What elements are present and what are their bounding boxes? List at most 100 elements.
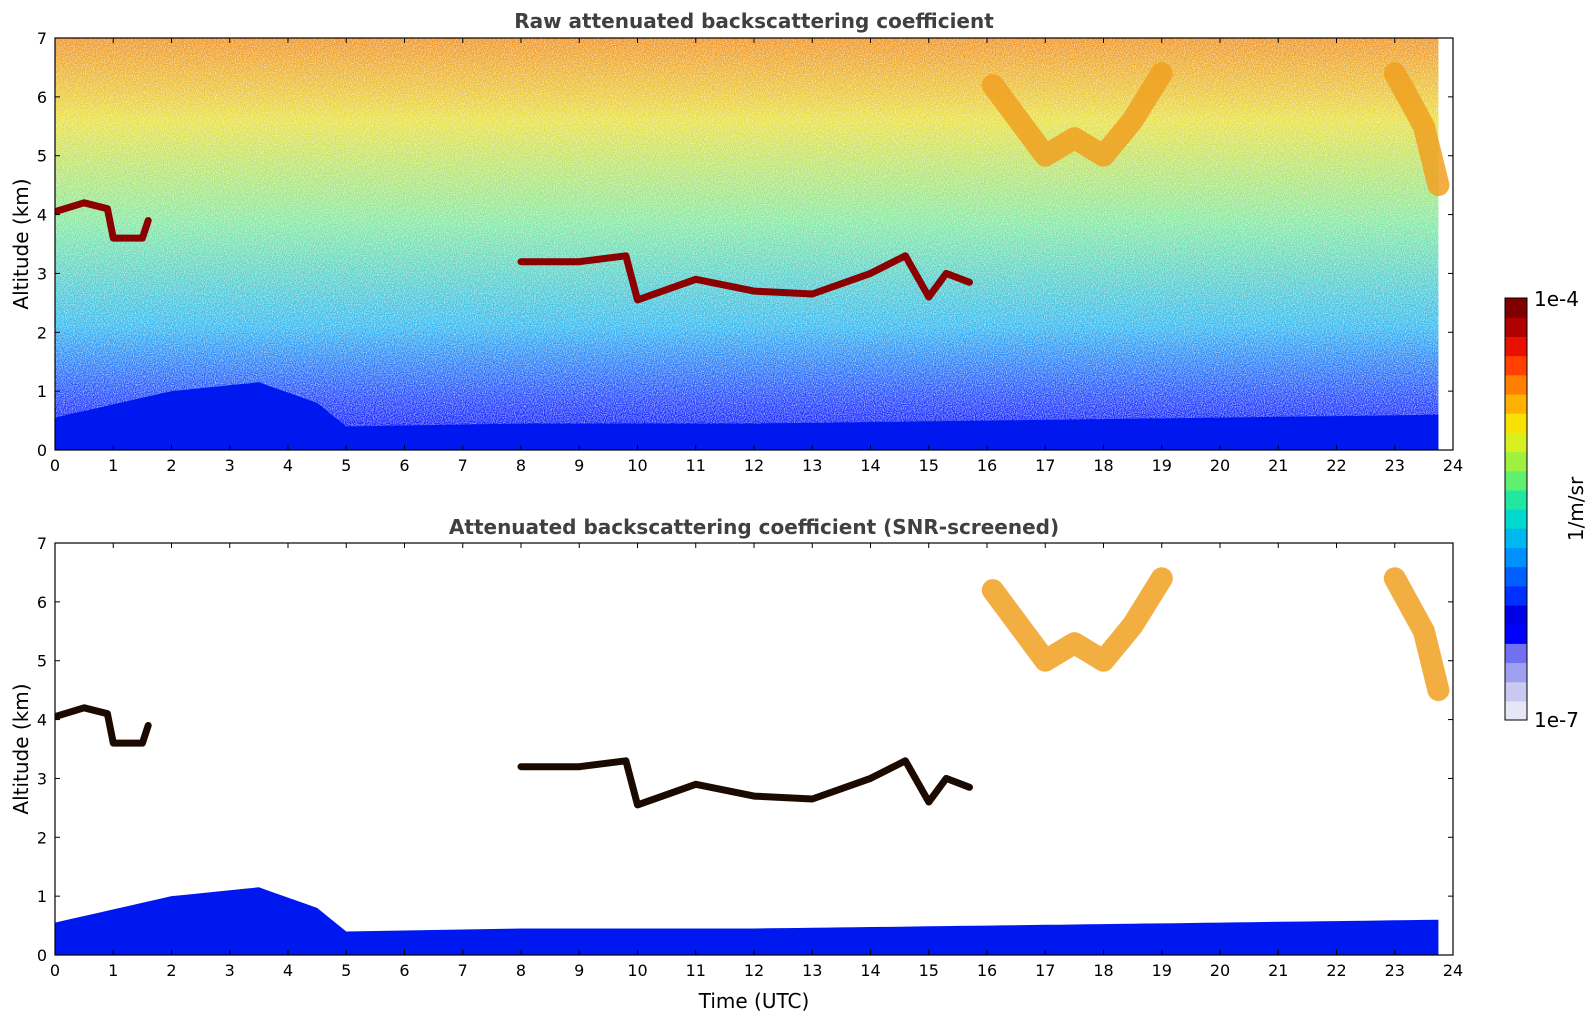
panel-raw-xtick-label: 3 [225, 456, 235, 475]
panel-screened-xtick-label: 1 [108, 961, 118, 980]
panel-screened-xtick-label: 4 [283, 961, 293, 980]
colorbar-swatch [1505, 336, 1527, 357]
panel-raw-xtick-label: 24 [1443, 456, 1463, 475]
panel-screened-xtick-label: 7 [458, 961, 468, 980]
panel-screened-ytick-label: 6 [37, 593, 47, 612]
panel-raw-xtick-label: 0 [50, 456, 60, 475]
raw-noise-overlay [55, 38, 1439, 450]
panel-raw-ytick-label: 2 [37, 323, 47, 342]
panel-screened-xtick-label: 13 [802, 961, 822, 980]
colorbar: 1e-4 1e-7 1/m/sr [1504, 287, 1588, 732]
panel-raw-xtick-label: 12 [744, 456, 764, 475]
colorbar-swatch [1505, 374, 1527, 395]
panel-raw-boundary-layer [55, 382, 1439, 450]
panel-raw-ylabel: Altitude (km) [9, 178, 33, 309]
panel-screened-xtick-label: 9 [574, 961, 584, 980]
colorbar-swatch [1505, 451, 1527, 472]
colorbar-swatch [1505, 662, 1527, 683]
panel-screened-y-axis: 0 1 2 3 4 5 6 7 [37, 534, 1453, 965]
colorbar-swatch [1505, 643, 1527, 664]
panel-screened-xtick-label: 2 [166, 961, 176, 980]
panel-screened-xtick-label: 22 [1326, 961, 1346, 980]
colorbar-swatch [1505, 566, 1527, 587]
panel-screened-ytick-label: 5 [37, 652, 47, 671]
panel-screened-cloud-layer [517, 757, 973, 809]
panel-screened-xtick-label: 6 [399, 961, 409, 980]
panel-screened-ytick-label: 4 [37, 711, 47, 730]
panel-raw-ytick-label: 0 [37, 441, 47, 460]
panel-screened-xtick-label: 3 [225, 961, 235, 980]
panel-screened-ytick-label: 1 [37, 887, 47, 906]
panel-raw-ytick-label: 5 [37, 147, 47, 166]
panel-screened-xtick-label: 21 [1268, 961, 1288, 980]
panel-raw-xtick-label: 18 [1093, 456, 1113, 475]
colorbar-unit-label: 1/m/sr [1564, 476, 1588, 541]
panel-screened-xtick-label: 8 [516, 961, 526, 980]
panel-raw-cloud-layer [517, 252, 973, 304]
panel-screened-xtick-label: 18 [1093, 961, 1113, 980]
panel-raw-xtick-label: 2 [166, 456, 176, 475]
panel-raw-xtick-label: 23 [1385, 456, 1405, 475]
panel-raw-ytick-label: 4 [37, 206, 47, 225]
panel-raw-xtick-label: 13 [802, 456, 822, 475]
panel-screened-xtick-label: 14 [860, 961, 880, 980]
panel-raw-xtick-label: 21 [1268, 456, 1288, 475]
panel-screened-xtick-label: 11 [686, 961, 706, 980]
colorbar-swatch [1505, 604, 1527, 625]
panel-raw-ytick-label: 3 [37, 264, 47, 283]
colorbar-swatch [1505, 317, 1527, 337]
panel-raw-xtick-label: 15 [919, 456, 939, 475]
panel-screened: Attenuated backscattering coefficient (S… [9, 515, 1463, 1013]
panel-raw-ytick-label: 1 [37, 382, 47, 401]
colorbar-gradient [1505, 298, 1527, 721]
colorbar-frame [1504, 297, 1528, 721]
panel-raw: Raw attenuated backscattering coefficien… [9, 9, 1463, 475]
panel-raw-xtick-label: 19 [1152, 456, 1172, 475]
colorbar-swatch [1505, 393, 1527, 414]
colorbar-swatch [1505, 489, 1527, 510]
panel-raw-xtick-label: 8 [516, 456, 526, 475]
panel-screened-ytick-label: 2 [37, 828, 47, 847]
colorbar-swatch [1505, 585, 1527, 606]
panel-raw-cloud-layer [55, 199, 152, 242]
colorbar-swatch [1505, 298, 1527, 318]
panel-raw-title: Raw attenuated backscattering coefficien… [514, 9, 994, 33]
panel-raw-xtick-label: 6 [399, 456, 409, 475]
panel-raw-xtick-label: 22 [1326, 456, 1346, 475]
panel-raw-y-axis: 0 1 2 3 4 5 6 7 [37, 29, 1453, 460]
panel-screened-xtick-label: 5 [341, 961, 351, 980]
panel-raw-xtick-label: 14 [860, 456, 880, 475]
colorbar-swatch [1505, 700, 1527, 721]
panel-raw-xtick-label: 17 [1035, 456, 1055, 475]
panel-raw-x-axis: 0 1 2 3 4 5 6 7 8 9 10 11 12 13 14 15 16 17 18 19 20 21 22 23 24 [50, 38, 1463, 475]
panel-raw-cloud-layer [1383, 62, 1450, 197]
panel-screened-xtick-label: 20 [1210, 961, 1230, 980]
panel-screened-xtick-label: 19 [1152, 961, 1172, 980]
panel-raw-xtick-label: 16 [977, 456, 997, 475]
panel-screened-heatmap [55, 567, 1450, 955]
colorbar-min-label: 1e-7 [1534, 708, 1579, 732]
panel-screened-title: Attenuated backscattering coefficient (S… [449, 515, 1059, 539]
panel-screened-boundary-layer [55, 887, 1439, 955]
colorbar-swatch [1505, 681, 1527, 702]
panel-screened-ytick-label: 0 [37, 946, 47, 965]
panel-screened-ylabel: Altitude (km) [9, 683, 33, 814]
panel-screened-xtick-label: 0 [50, 961, 60, 980]
colorbar-swatch [1505, 413, 1527, 433]
panel-screened-ytick-label: 7 [37, 534, 47, 553]
panel-raw-xtick-label: 20 [1210, 456, 1230, 475]
colorbar-swatch [1505, 528, 1527, 548]
panel-screened-xtick-label: 17 [1035, 961, 1055, 980]
panel-screened-cloud-layer [55, 704, 152, 747]
panel-raw-ytick-label: 7 [37, 29, 47, 48]
panel-raw-xtick-label: 7 [458, 456, 468, 475]
colorbar-swatch [1505, 355, 1527, 376]
panel-raw-xtick-label: 11 [686, 456, 706, 475]
panel-raw-xtick-label: 1 [108, 456, 118, 475]
colorbar-swatch [1505, 509, 1527, 529]
colorbar-max-label: 1e-4 [1534, 287, 1579, 311]
colorbar-swatch [1505, 470, 1527, 491]
colorbar-swatch [1505, 432, 1527, 453]
panel-raw-xtick-label: 10 [627, 456, 647, 475]
